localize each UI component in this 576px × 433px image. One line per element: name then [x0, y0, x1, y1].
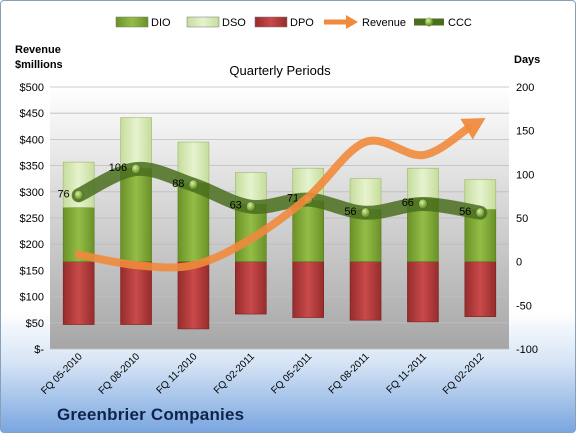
x-tick-label: FQ 11-2010 [155, 351, 200, 396]
x-tick-label: FQ 05-2010 [39, 351, 85, 397]
right-tick-label: 50 [516, 213, 528, 225]
legend-swatch [115, 16, 149, 28]
legend-label: Revenue [362, 17, 406, 29]
chart-title: Quarterly Periods [229, 63, 331, 78]
bar-dpo [120, 261, 152, 325]
legend-label: DSO [222, 17, 246, 29]
revenue-line [74, 124, 473, 272]
x-tick-label: FQ 02-2012 [441, 351, 487, 397]
left-tick-label: $100 [20, 292, 44, 304]
right-tick-label: 0 [516, 257, 522, 269]
legend-label: DIO [151, 17, 171, 29]
right-tick-label: 100 [516, 169, 534, 181]
ccc-data-label: 56 [344, 206, 356, 218]
ccc-data-label: 71 [287, 193, 299, 205]
lines: 76 106 88 63 71 56 66 56 [57, 117, 488, 272]
bar-dso [120, 117, 152, 169]
legend-item-dso: DSO [186, 16, 246, 29]
left-tick-label: $400 [20, 134, 44, 146]
ccc-data-label: 63 [230, 200, 242, 212]
right-axis-ticks: -100 -50 0 50 100 150 200 [516, 82, 538, 356]
right-tick-label: -100 [516, 344, 538, 356]
legend-swatch [186, 16, 220, 28]
bar-dpo [177, 261, 210, 330]
legend-item-ccc: CCC [414, 17, 472, 29]
bar-dpo [62, 261, 95, 325]
x-tick-label: FQ 08-2011 [327, 351, 372, 396]
x-tick-label: FQ 08-2010 [97, 351, 143, 397]
right-tick-label: -50 [516, 300, 532, 312]
x-tick-label: FQ 11-2011 [385, 351, 430, 396]
x-tick-label: FQ 02-2011 [212, 351, 257, 396]
ccc-point [73, 190, 84, 201]
x-axis-ticks: FQ 05-2010 FQ 08-2010 FQ 11-2010 FQ 02-2011… [39, 351, 486, 397]
legend-item-revenue: Revenue [324, 15, 406, 29]
bar-dpo [464, 261, 497, 317]
bar-dio [292, 200, 324, 262]
left-tick-label: $50 [26, 318, 44, 330]
ccc-point [418, 198, 428, 210]
ccc-point [360, 207, 371, 219]
left-tick-label: $200 [20, 239, 44, 251]
company-name: Greenbrier Companies [57, 405, 245, 424]
ccc-data-label: 56 [459, 206, 471, 218]
x-tick-label: FQ 05-2011 [269, 351, 314, 396]
left-tick-label: $250 [20, 213, 44, 225]
legend: DIO DSO DPO Revenue CCC [115, 15, 472, 29]
left-axis-label-line: Revenue [15, 44, 61, 56]
left-tick-label: $150 [20, 265, 44, 277]
bar-dpo [349, 261, 382, 321]
right-axis-label: Days [514, 54, 540, 66]
right-tick-label: 200 [516, 82, 534, 94]
ccc-point [246, 201, 256, 212]
legend-swatch-arrowhead [346, 15, 358, 29]
legend-label: DPO [290, 17, 314, 29]
left-tick-label: $300 [20, 187, 44, 199]
legend-label: CCC [448, 17, 472, 29]
ccc-data-label: 106 [109, 162, 127, 174]
ccc-point [475, 207, 486, 219]
ccc-point [188, 179, 199, 191]
legend-swatch-dot [425, 17, 433, 27]
left-tick-label: $450 [20, 108, 44, 120]
ccc-point [131, 163, 141, 175]
ccc-data-label: 76 [57, 188, 69, 200]
ccc-data-label: 88 [172, 178, 184, 190]
ccc-data-label: 66 [402, 197, 414, 209]
bar-dio [62, 207, 95, 262]
bar-dpo [235, 261, 267, 315]
legend-item-dio: DIO [115, 16, 171, 29]
legend-swatch [254, 16, 288, 28]
bar-dpo [292, 261, 324, 318]
bar-dso [407, 167, 439, 200]
legend-item-dpo: DPO [254, 16, 314, 29]
left-axis-ticks: $- $50 $100 $150 $200 $250 $300 $350 $400 $450 $50… [20, 82, 45, 356]
left-tick-label: $500 [20, 82, 44, 94]
bar-dso [464, 179, 497, 210]
bar-dpo [407, 261, 439, 323]
bar-dio [120, 167, 152, 262]
right-tick-label: 150 [516, 126, 534, 138]
left-tick-label: $350 [20, 161, 44, 173]
left-tick-label: $- [34, 344, 44, 356]
left-axis-label-line: $millions [15, 59, 63, 71]
left-axis-label: Revenue $millions [15, 44, 63, 71]
bars [62, 117, 497, 330]
revenue-arrowhead [460, 117, 486, 140]
